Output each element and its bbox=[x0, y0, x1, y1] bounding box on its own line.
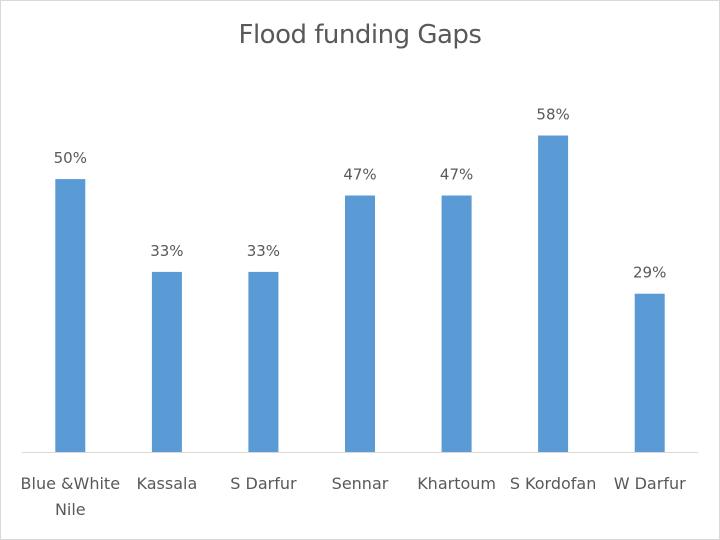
data-label-1: 50% bbox=[54, 149, 87, 167]
category-label-line: Khartoum bbox=[417, 474, 496, 493]
data-label-4: 47% bbox=[343, 166, 376, 184]
bar-4 bbox=[345, 196, 375, 453]
category-label-line: S Darfur bbox=[230, 474, 297, 493]
category-label-1: Blue &White Nile bbox=[21, 474, 121, 519]
bar-2 bbox=[152, 272, 182, 452]
bar-1 bbox=[55, 179, 85, 452]
data-label-5: 47% bbox=[440, 166, 473, 184]
data-label-7: 29% bbox=[633, 264, 666, 282]
data-label-2: 33% bbox=[150, 242, 183, 260]
category-label-line: S Kordofan bbox=[510, 474, 597, 493]
category-label-4: Sennar bbox=[332, 474, 389, 493]
data-label-6: 58% bbox=[536, 106, 569, 124]
category-label-2: Kassala bbox=[137, 474, 198, 493]
category-label-6: S Kordofan bbox=[510, 474, 597, 493]
data-label-3: 33% bbox=[247, 242, 280, 260]
bar-3 bbox=[248, 272, 278, 452]
category-label-line: Blue &White bbox=[21, 474, 121, 493]
category-label-line: Sennar bbox=[332, 474, 389, 493]
category-label-line: Nile bbox=[55, 500, 86, 519]
category-label-line: Kassala bbox=[137, 474, 198, 493]
bar-7 bbox=[635, 294, 665, 452]
category-label-line: W Darfur bbox=[614, 474, 686, 493]
category-label-7: W Darfur bbox=[614, 474, 686, 493]
category-label-3: S Darfur bbox=[230, 474, 297, 493]
bar-6 bbox=[538, 136, 568, 453]
category-label-5: Khartoum bbox=[417, 474, 496, 493]
bar-5 bbox=[442, 196, 472, 453]
